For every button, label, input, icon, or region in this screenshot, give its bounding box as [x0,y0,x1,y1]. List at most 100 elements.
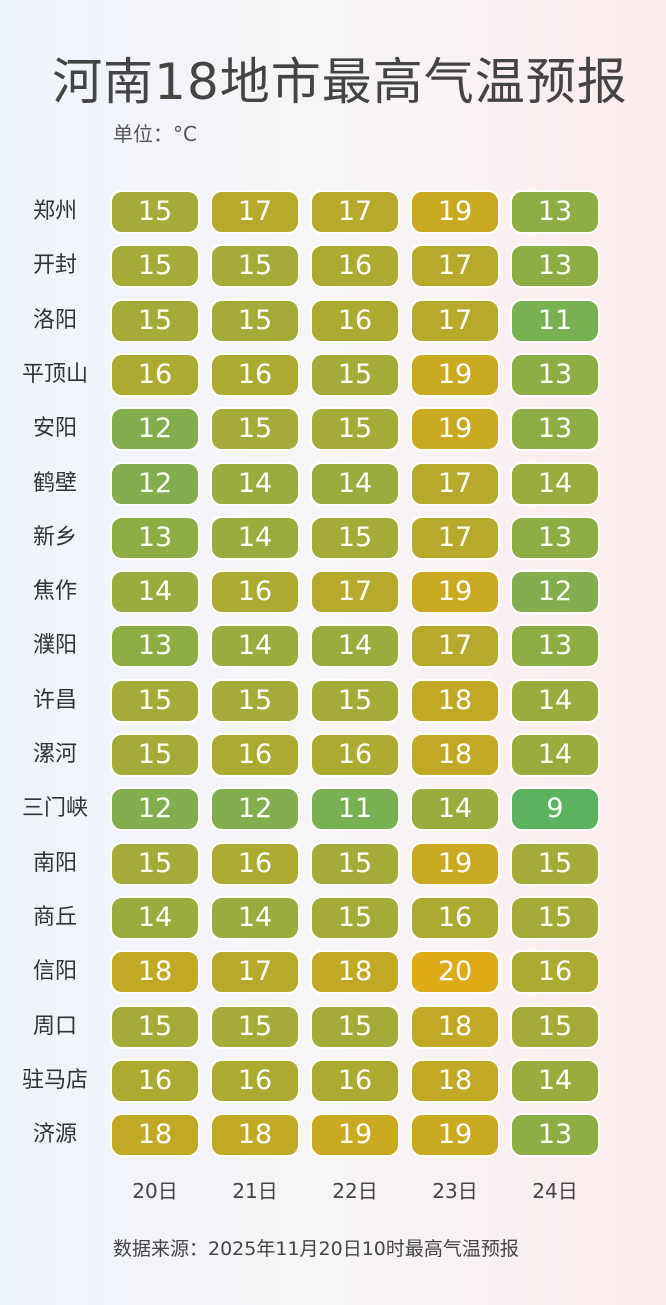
heatmap-cell: 12 [210,787,300,832]
page-title: 河南18地市最高气温预报 [52,53,628,111]
heatmap-cell: 15 [310,515,400,560]
heatmap-cell: 13 [110,515,200,560]
heatmap-cell: 14 [410,787,500,832]
source-note: 数据来源：2025年11月20日10时最高气温预报 [113,1238,519,1260]
heatmap-cell: 15 [310,678,400,723]
heatmap-cell: 18 [110,950,200,995]
row-label: 安阳 [32,416,77,442]
heatmap-cell: 16 [310,298,400,343]
heatmap-cell: 13 [510,190,600,234]
heatmap-cell: 14 [310,624,400,669]
heatmap-cell: 15 [310,841,400,886]
heatmap-cell: 19 [410,407,500,452]
heatmap-cell: 18 [410,678,500,723]
row-label: 驻马店 [21,1067,88,1093]
heatmap-cell: 14 [110,895,200,940]
heatmap-cell: 15 [510,841,600,886]
heatmap-cell: 11 [310,787,400,832]
heatmap-cell: 16 [410,895,500,940]
heatmap-cell: 13 [510,352,600,397]
heatmap-cell: 13 [510,244,600,289]
heatmap-cell: 14 [210,624,300,669]
heatmap-cell: 15 [110,244,200,289]
heatmap-cell: 13 [510,1113,600,1158]
heatmap-cell: 16 [110,352,200,397]
heatmap-cell: 13 [110,624,200,669]
column-label: 24日 [532,1179,578,1203]
heatmap-cell: 15 [310,407,400,452]
heatmap-cell: 15 [310,352,400,397]
heatmap-cell: 15 [310,1004,400,1049]
heatmap-cell: 15 [110,1004,200,1049]
row-label: 济源 [32,1122,77,1148]
heatmap-cell: 14 [110,570,200,615]
heatmap-cell: 14 [510,733,600,777]
heatmap-cell: 17 [410,298,500,343]
row-label: 新乡 [32,524,77,550]
heatmap-cell: 12 [110,407,200,452]
unit-label: 单位：°C [113,122,197,146]
heatmap-cell: 18 [210,1113,300,1158]
heatmap-cell: 13 [510,515,600,560]
heatmap-cell: 14 [310,461,400,506]
row-label: 周口 [32,1013,77,1039]
row-label: 开封 [32,253,77,279]
heatmap-cell: 17 [210,190,300,234]
heatmap-cell: 14 [210,515,300,560]
heatmap-cell: 19 [410,841,500,886]
heatmap-cell: 20 [410,950,500,995]
heatmap-cell: 12 [110,461,200,506]
row-label: 信阳 [32,959,77,985]
heatmap-cell: 15 [210,244,300,289]
heatmap-cell: 18 [310,950,400,995]
heatmap-cell: 17 [410,515,500,560]
heatmap-cell: 13 [510,624,600,669]
column-label: 20日 [132,1179,178,1203]
heatmap-cell: 15 [110,733,200,777]
row-label: 许昌 [32,687,77,713]
heatmap-cell: 16 [210,1058,300,1103]
heatmap-cell: 15 [110,298,200,343]
heatmap-cell: 16 [310,244,400,289]
heatmap-cell: 19 [410,190,500,234]
row-label: 濮阳 [32,633,77,659]
heatmap-cell: 17 [310,570,400,615]
row-label: 焦作 [32,579,77,605]
heatmap-cell: 18 [110,1113,200,1158]
heatmap-cell: 16 [110,1058,200,1103]
heatmap-cell: 16 [210,570,300,615]
column-label: 21日 [232,1179,278,1203]
heatmap-cell: 15 [110,841,200,886]
heatmap-cell: 15 [210,298,300,343]
row-label: 三门峡 [21,796,88,822]
row-label: 漯河 [32,742,77,767]
heatmap-cell: 18 [410,1058,500,1103]
heatmap-cell: 19 [310,1113,400,1158]
heatmap-cell: 15 [210,678,300,723]
heatmap-cell: 19 [410,352,500,397]
heatmap-cell: 15 [310,895,400,940]
column-label: 22日 [332,1179,378,1203]
heatmap-cell: 14 [210,895,300,940]
heatmap-cell: 16 [310,1058,400,1103]
heatmap-cell: 15 [110,190,200,234]
row-label: 南阳 [32,850,77,876]
heatmap-cell: 13 [510,407,600,452]
heatmap-cell: 15 [510,1004,600,1049]
heatmap-cell: 15 [110,678,200,723]
heatmap-cell: 12 [110,787,200,832]
heatmap-cell: 16 [210,733,300,777]
heatmap-cell: 18 [410,1004,500,1049]
row-label: 鹤壁 [32,470,77,496]
heatmap-cell: 16 [510,950,600,995]
heatmap-cell: 14 [510,461,600,506]
heatmap-cell: 18 [410,733,500,777]
heatmap-cell: 15 [510,895,600,940]
heatmap-cell: 17 [410,461,500,506]
row-label: 平顶山 [21,361,88,387]
heatmap-cell: 9 [510,787,600,832]
heatmap-cell: 19 [410,570,500,615]
row-label: 郑州 [32,199,77,224]
heatmap-cell: 14 [510,678,600,723]
heatmap-cell: 14 [510,1058,600,1103]
